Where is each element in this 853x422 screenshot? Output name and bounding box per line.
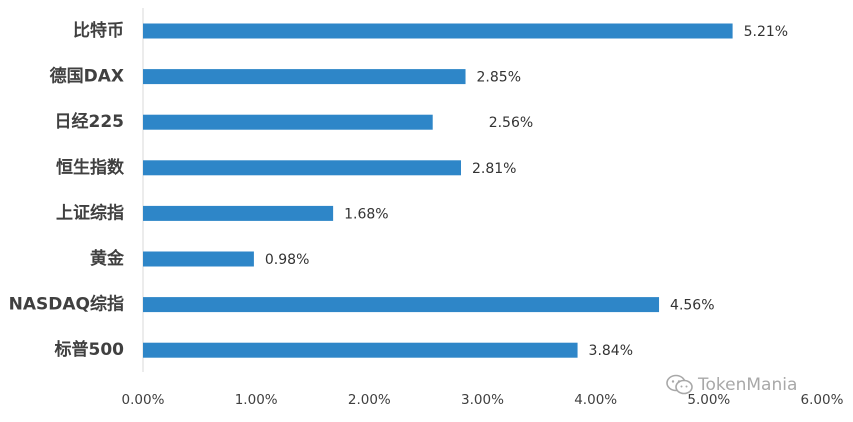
data-label: 1.68%	[344, 206, 388, 222]
x-tick-label: 2.00%	[348, 392, 391, 408]
bar	[143, 23, 733, 39]
data-label: 0.98%	[265, 252, 309, 268]
category-label: 德国DAX	[50, 66, 124, 87]
x-tick-labels-group: 0.00% 1.00% 2.00% 3.00% 4.00% 5.00% 6.00%	[122, 392, 844, 408]
wechat-icon	[666, 374, 693, 395]
x-tick-label: 3.00%	[461, 392, 504, 408]
data-label: 4.56%	[670, 298, 714, 314]
bar	[143, 205, 334, 221]
x-tick-label: 5.00%	[687, 392, 730, 408]
x-tick-label: 4.00%	[574, 392, 617, 408]
category-label: 标普500	[55, 339, 125, 360]
x-tick-label: 1.00%	[235, 392, 278, 408]
category-label: 比特币	[73, 20, 124, 41]
bar	[143, 69, 466, 85]
x-tick-label: 0.00%	[122, 392, 165, 408]
watermark-text: TokenMania	[698, 375, 798, 395]
watermark: TokenMania	[666, 374, 797, 396]
data-label: 3.84%	[589, 343, 633, 359]
x-tick-label: 6.00%	[801, 392, 844, 408]
bar	[143, 297, 660, 313]
category-label: 日经225	[55, 111, 125, 132]
data-labels-group: 5.21% 2.85% 2.56% 2.81% 1.68% 0.98% 4.56% 3.84%	[265, 24, 788, 359]
bar	[143, 342, 578, 358]
bars-group	[143, 23, 733, 358]
bar	[143, 160, 461, 176]
category-label: 黄金	[90, 248, 125, 269]
category-label: 恒生指数	[56, 157, 125, 178]
bar	[143, 251, 254, 267]
category-label: 上证综指	[56, 202, 124, 223]
bar	[143, 114, 433, 130]
category-label: NASDAQ综指	[9, 294, 124, 315]
data-label: 2.81%	[472, 161, 516, 177]
data-label: 2.85%	[477, 70, 521, 86]
data-label: 2.56%	[489, 115, 533, 131]
data-label: 5.21%	[744, 24, 788, 40]
